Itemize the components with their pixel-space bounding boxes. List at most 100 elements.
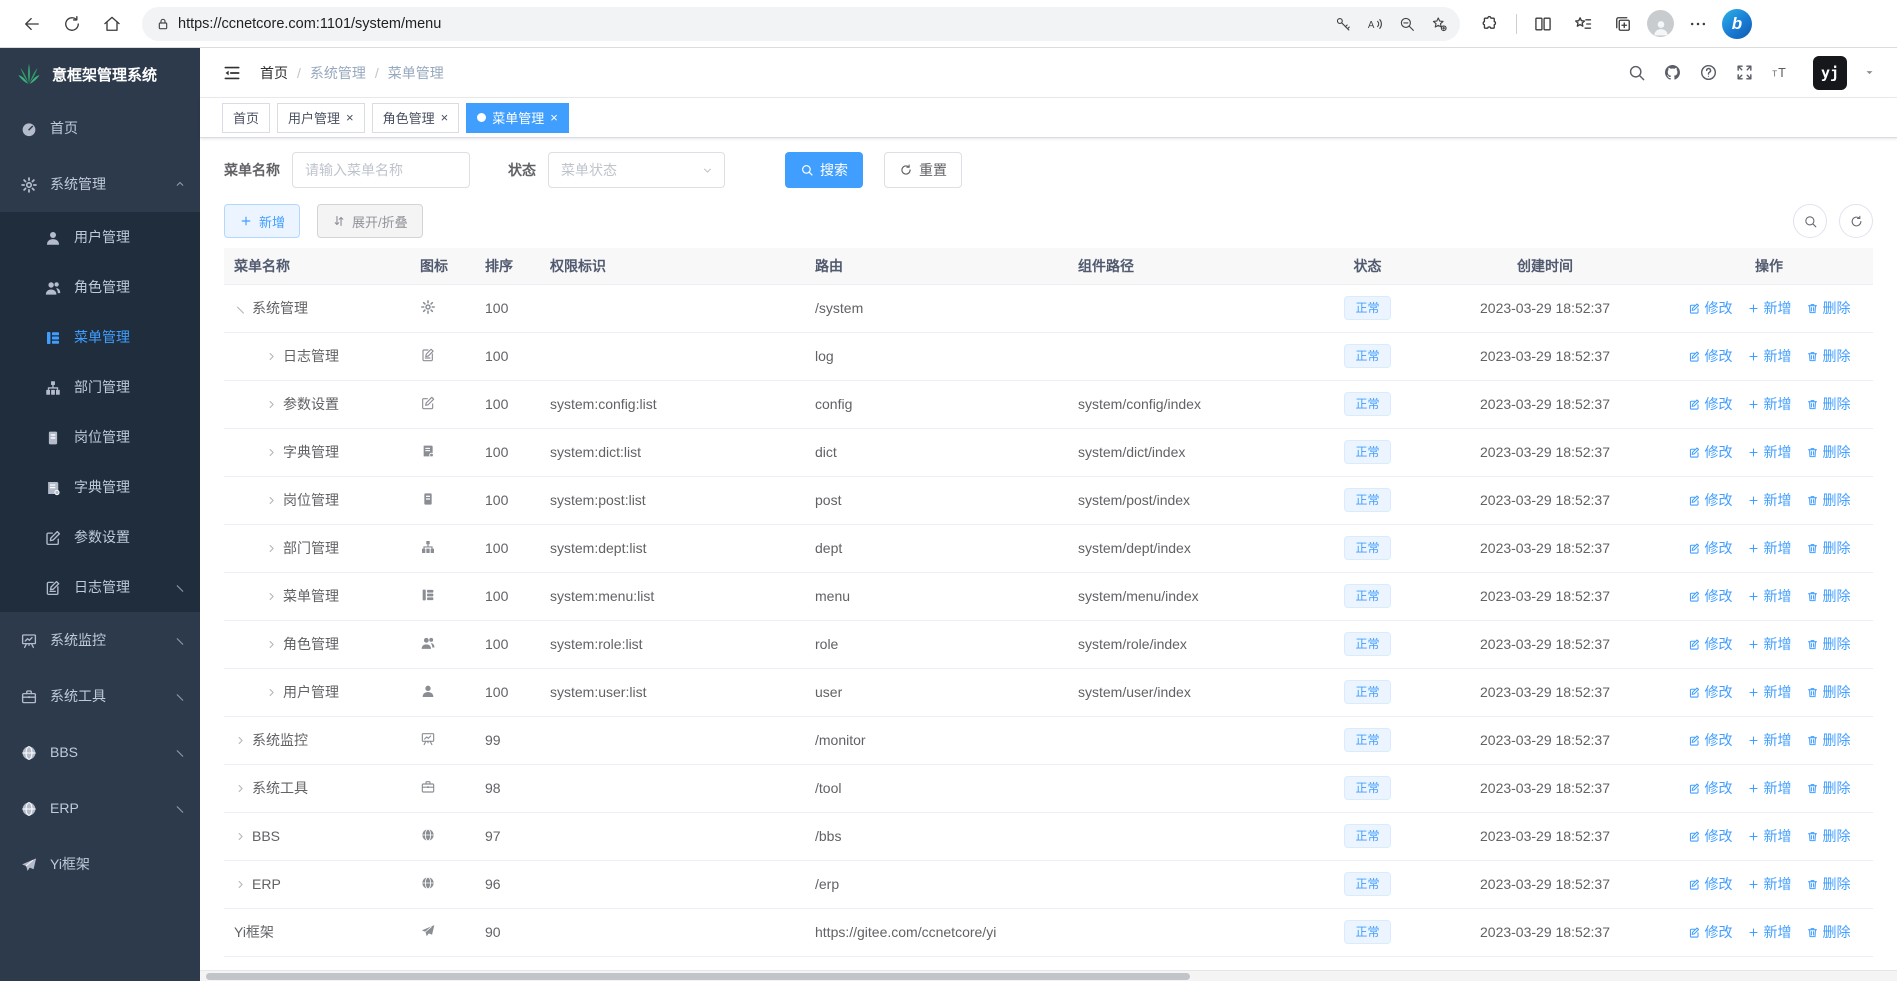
app-logo[interactable]: 意框架管理系统 bbox=[0, 48, 200, 100]
delete-row-link[interactable]: 删除 bbox=[1806, 538, 1851, 558]
edit-row-link[interactable]: 修改 bbox=[1688, 442, 1733, 462]
delete-row-link[interactable]: 删除 bbox=[1806, 586, 1851, 606]
sidebar-item-bbs[interactable]: BBS bbox=[0, 724, 200, 780]
favorites-button[interactable] bbox=[1567, 8, 1599, 40]
add-row-link[interactable]: 新增 bbox=[1747, 634, 1792, 654]
add-row-link[interactable]: 新增 bbox=[1747, 874, 1792, 894]
delete-row-link[interactable]: 删除 bbox=[1806, 634, 1851, 654]
close-icon[interactable]: × bbox=[550, 110, 558, 125]
sidebar-item-system[interactable]: 系统管理 bbox=[0, 156, 200, 212]
sidebar-item-user[interactable]: 用户管理 bbox=[0, 212, 200, 262]
add-button[interactable]: 新增 bbox=[224, 204, 301, 238]
zoom-out-icon[interactable] bbox=[1398, 15, 1416, 33]
header-search-button[interactable] bbox=[1627, 63, 1646, 82]
expand-toggle[interactable] bbox=[234, 734, 248, 747]
add-row-link[interactable]: 新增 bbox=[1747, 826, 1792, 846]
expand-toggle[interactable] bbox=[265, 686, 279, 699]
expand-toggle[interactable] bbox=[265, 638, 279, 651]
add-row-link[interactable]: 新增 bbox=[1747, 922, 1792, 942]
expand-toggle[interactable] bbox=[234, 830, 248, 843]
delete-row-link[interactable]: 删除 bbox=[1806, 394, 1851, 414]
tab-user[interactable]: 用户管理 × bbox=[277, 102, 365, 133]
expand-toggle[interactable] bbox=[265, 398, 279, 411]
edit-row-link[interactable]: 修改 bbox=[1688, 634, 1733, 654]
bing-chat-icon[interactable]: b bbox=[1722, 8, 1752, 39]
edit-row-link[interactable]: 修改 bbox=[1688, 682, 1733, 702]
close-icon[interactable]: × bbox=[440, 110, 449, 125]
edit-row-link[interactable]: 修改 bbox=[1688, 922, 1733, 942]
url-text[interactable]: https://ccnetcore.com:1101/system/menu bbox=[178, 15, 442, 32]
edit-row-link[interactable]: 修改 bbox=[1688, 586, 1733, 606]
browser-home-button[interactable] bbox=[94, 6, 130, 42]
collections-button[interactable] bbox=[1607, 8, 1639, 40]
add-row-link[interactable]: 新增 bbox=[1747, 586, 1792, 606]
expand-toggle[interactable] bbox=[265, 590, 279, 603]
expand-toggle[interactable] bbox=[265, 350, 279, 363]
add-row-link[interactable]: 新增 bbox=[1747, 682, 1792, 702]
sidebar-item-role[interactable]: 角色管理 bbox=[0, 262, 200, 312]
lock-icon[interactable] bbox=[148, 16, 178, 32]
address-bar[interactable]: https://ccnetcore.com:1101/system/menu A bbox=[142, 6, 1460, 41]
sidebar-item-log[interactable]: 日志管理 bbox=[0, 562, 200, 612]
add-row-link[interactable]: 新增 bbox=[1747, 346, 1792, 366]
add-row-link[interactable]: 新增 bbox=[1747, 442, 1792, 462]
edit-row-link[interactable]: 修改 bbox=[1688, 778, 1733, 798]
expand-toggle[interactable] bbox=[234, 878, 248, 891]
sidebar-fold-button[interactable] bbox=[222, 63, 242, 83]
sidebar-item-config[interactable]: 参数设置 bbox=[0, 512, 200, 562]
edit-row-link[interactable]: 修改 bbox=[1688, 394, 1733, 414]
add-row-link[interactable]: 新增 bbox=[1747, 298, 1792, 318]
split-screen-button[interactable] bbox=[1527, 8, 1559, 40]
expand-toggle[interactable] bbox=[265, 494, 279, 507]
edit-row-link[interactable]: 修改 bbox=[1688, 298, 1733, 318]
user-avatar-logo[interactable]: yj bbox=[1813, 55, 1847, 90]
status-select[interactable]: 菜单状态 bbox=[548, 152, 725, 188]
sidebar-item-home[interactable]: 首页 bbox=[0, 100, 200, 156]
delete-row-link[interactable]: 删除 bbox=[1806, 730, 1851, 750]
sidebar-item-tool[interactable]: 系统工具 bbox=[0, 668, 200, 724]
browser-back-button[interactable] bbox=[14, 6, 50, 42]
breadcrumb-item[interactable]: 首页 bbox=[260, 64, 288, 81]
close-icon[interactable]: × bbox=[346, 110, 354, 125]
add-row-link[interactable]: 新增 bbox=[1747, 730, 1792, 750]
add-row-link[interactable]: 新增 bbox=[1747, 538, 1792, 558]
reset-button[interactable]: 重置 bbox=[884, 152, 962, 188]
delete-row-link[interactable]: 删除 bbox=[1806, 682, 1851, 702]
sidebar-item-monitor[interactable]: 系统监控 bbox=[0, 612, 200, 668]
sidebar-item-yi[interactable]: Yi框架 bbox=[0, 836, 200, 892]
edit-row-link[interactable]: 修改 bbox=[1688, 874, 1733, 894]
sidebar-item-dict[interactable]: 字典管理 bbox=[0, 462, 200, 512]
delete-row-link[interactable]: 删除 bbox=[1806, 298, 1851, 318]
expand-collapse-button[interactable]: 展开/折叠 bbox=[317, 204, 423, 238]
sidebar-item-menu[interactable]: 菜单管理 bbox=[0, 312, 200, 362]
delete-row-link[interactable]: 删除 bbox=[1806, 346, 1851, 366]
profile-avatar[interactable] bbox=[1647, 10, 1674, 37]
add-favorite-icon[interactable] bbox=[1430, 15, 1448, 33]
fullscreen-button[interactable] bbox=[1735, 63, 1754, 82]
add-row-link[interactable]: 新增 bbox=[1747, 394, 1792, 414]
password-key-icon[interactable] bbox=[1334, 15, 1352, 33]
expand-toggle[interactable] bbox=[265, 446, 279, 459]
add-row-link[interactable]: 新增 bbox=[1747, 490, 1792, 510]
delete-row-link[interactable]: 删除 bbox=[1806, 922, 1851, 942]
edit-row-link[interactable]: 修改 bbox=[1688, 490, 1733, 510]
tab-role[interactable]: 角色管理 × bbox=[371, 102, 460, 133]
delete-row-link[interactable]: 删除 bbox=[1806, 778, 1851, 798]
toggle-search-button[interactable] bbox=[1793, 204, 1827, 238]
expand-toggle[interactable] bbox=[234, 782, 248, 795]
refresh-table-button[interactable] bbox=[1839, 204, 1873, 238]
tab-home[interactable]: 首页 bbox=[222, 102, 271, 133]
avatar-dropdown-caret[interactable] bbox=[1864, 67, 1875, 78]
edit-row-link[interactable]: 修改 bbox=[1688, 826, 1733, 846]
add-row-link[interactable]: 新增 bbox=[1747, 778, 1792, 798]
expand-toggle[interactable] bbox=[265, 542, 279, 555]
edit-row-link[interactable]: 修改 bbox=[1688, 730, 1733, 750]
edit-row-link[interactable]: 修改 bbox=[1688, 346, 1733, 366]
delete-row-link[interactable]: 删除 bbox=[1806, 490, 1851, 510]
help-button[interactable] bbox=[1699, 63, 1718, 82]
read-aloud-icon[interactable]: A bbox=[1366, 15, 1384, 33]
collapse-toggle[interactable] bbox=[234, 302, 248, 315]
github-button[interactable] bbox=[1663, 63, 1682, 82]
scrollbar-thumb[interactable] bbox=[206, 973, 1191, 980]
